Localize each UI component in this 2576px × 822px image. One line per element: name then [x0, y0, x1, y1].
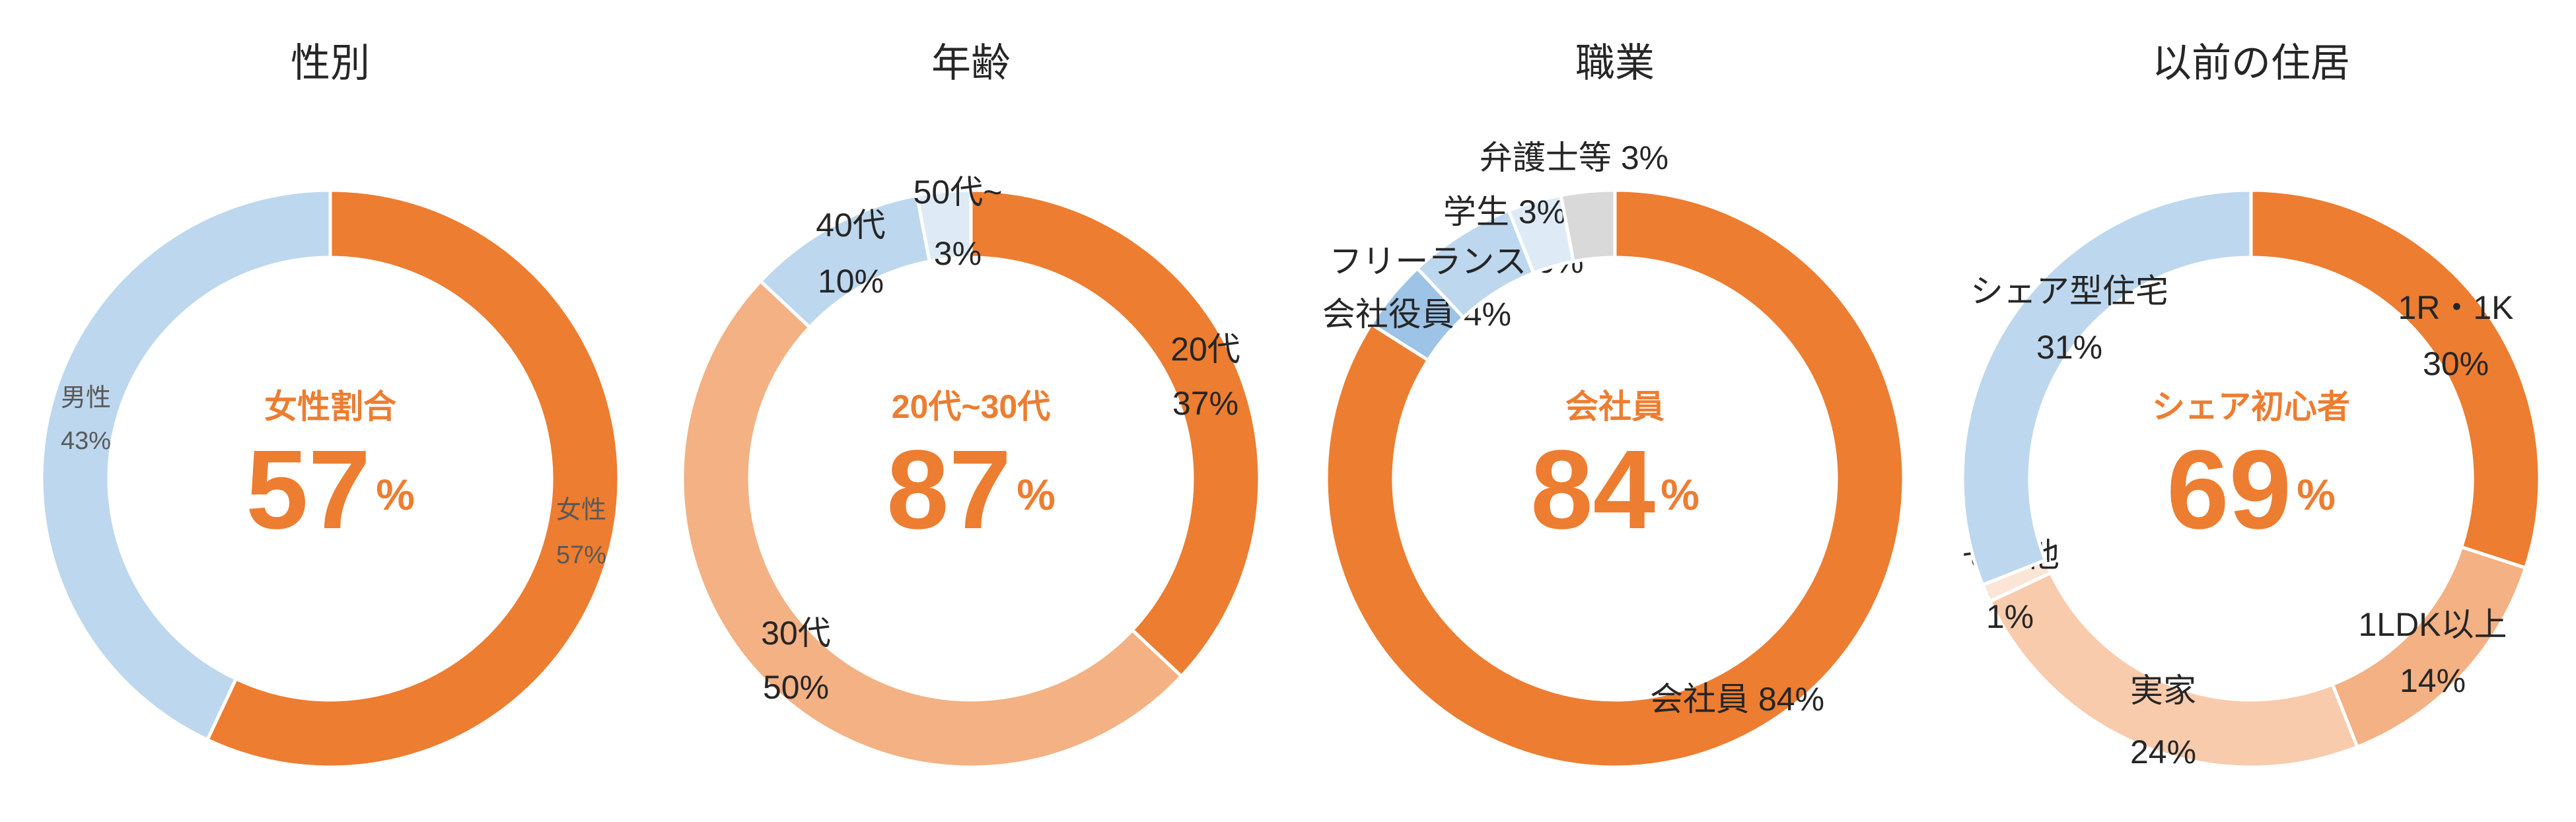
- chart-title: 職業: [1575, 41, 1655, 85]
- label-name: 20代: [1170, 331, 1240, 368]
- center-unit: %: [1017, 470, 1055, 519]
- label-name: 50代~: [913, 174, 1003, 211]
- donut-slice: [2330, 545, 2528, 749]
- center-number: 57: [246, 427, 371, 553]
- label-name: シェア型住宅: [1970, 273, 2168, 310]
- donut-slice: [915, 188, 973, 263]
- label-value: 37%: [1172, 385, 1238, 422]
- label-name: フリーランス: [1329, 243, 1526, 280]
- label-value: 10%: [818, 263, 884, 300]
- label-value: 30%: [2423, 345, 2489, 382]
- donut-slice: [2249, 188, 2542, 570]
- label-value: 3%: [934, 235, 982, 272]
- center-value: 84%: [1530, 427, 1699, 553]
- center-value: 57%: [246, 427, 415, 553]
- data-label: 会社員 84%: [1650, 681, 1824, 718]
- label-value: 50%: [763, 669, 829, 706]
- label-name: 弁護士等: [1480, 139, 1612, 176]
- label-value: 57%: [556, 541, 606, 569]
- label-name: 実家: [2130, 672, 2196, 709]
- label-value: 3%: [1621, 139, 1668, 176]
- label-name: 女性: [556, 497, 606, 524]
- donut-slice: [680, 279, 1184, 769]
- center-number: 84: [1530, 427, 1655, 553]
- center-unit: %: [2297, 470, 2336, 519]
- donut-slice: [1324, 188, 1906, 769]
- data-label: 弁護士等 3%: [1480, 139, 1668, 176]
- center-number: 87: [886, 427, 1011, 553]
- label-name: 40代: [816, 207, 886, 244]
- center-unit: %: [1661, 470, 1699, 519]
- label-value: 31%: [2036, 329, 2102, 366]
- label-value: 84%: [1758, 681, 1824, 718]
- center-value: 87%: [886, 427, 1055, 553]
- center-label: 20代~30代: [892, 388, 1050, 425]
- label-value: 1%: [1986, 598, 2034, 635]
- label-name: 1R・1K: [2398, 289, 2513, 326]
- center-label: 会社員: [1565, 388, 1664, 425]
- donut-slice: [969, 188, 1262, 679]
- label-name: 学生: [1443, 193, 1509, 230]
- label-name: 会社役員: [1322, 296, 1454, 333]
- label-value: 24%: [2130, 734, 2196, 771]
- donut-slice: [205, 188, 621, 769]
- donut-slice: [40, 188, 332, 742]
- label-name: 会社員: [1650, 681, 1749, 718]
- label-name: 1LDK以上: [2358, 606, 2507, 643]
- center-value: 69%: [2166, 427, 2336, 553]
- center-unit: %: [376, 470, 415, 519]
- label-name: 男性: [61, 384, 111, 412]
- donut-slice: [1960, 188, 2253, 588]
- donut-chart: 以前の住居1R・1K30%1LDK以上14%実家24%その他1%シェア型住宅31…: [1960, 41, 2542, 771]
- chart-title: 年齢: [931, 41, 1011, 85]
- chart-title: 性別: [291, 41, 370, 85]
- label-value: 3%: [1519, 193, 1566, 230]
- label-name: 30代: [761, 615, 831, 652]
- data-label: 学生 3%: [1443, 193, 1566, 230]
- label-value: 14%: [2400, 662, 2466, 699]
- center-label: 女性割合: [264, 388, 396, 425]
- center-number: 69: [2166, 427, 2291, 553]
- donut-slice: [1559, 188, 1617, 263]
- chart-title: 以前の住居: [2152, 41, 2350, 85]
- data-label: 会社役員 4%: [1322, 296, 1511, 333]
- label-value: 43%: [61, 427, 111, 455]
- center-label: シェア初心者: [2152, 388, 2350, 425]
